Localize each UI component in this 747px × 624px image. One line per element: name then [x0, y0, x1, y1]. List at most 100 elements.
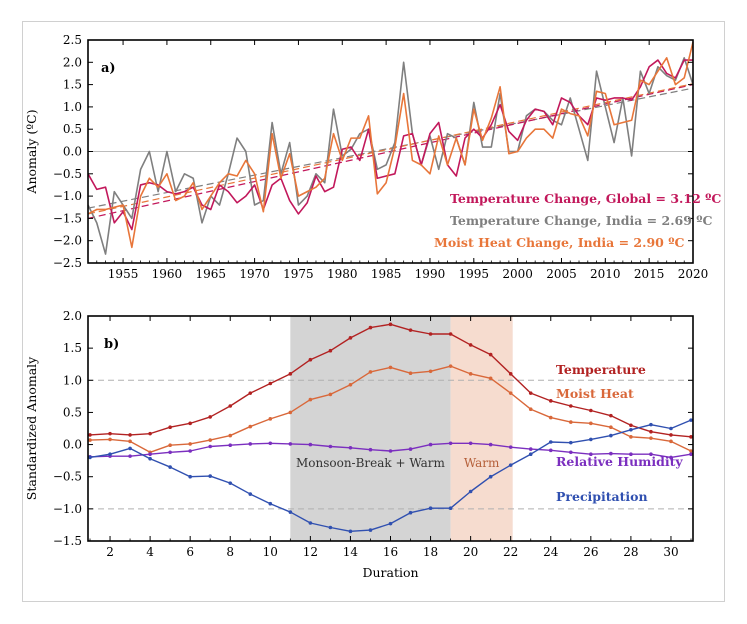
- data-point: [468, 372, 473, 376]
- data-point: [548, 448, 553, 453]
- x-tick-label: 26: [583, 545, 598, 559]
- x-tick-label: 2015: [634, 267, 665, 281]
- data-point: [568, 440, 573, 445]
- data-point: [609, 413, 613, 418]
- data-point: [88, 433, 92, 437]
- y-tick-label: 0.0: [63, 145, 82, 159]
- shaded-region: [290, 316, 451, 541]
- y-tick-label: 2.0: [63, 309, 82, 323]
- data-point: [288, 410, 293, 415]
- x-tick-label: 2: [106, 545, 114, 559]
- legend-entry: Moist Heat Change, India = 2.90 ºC: [434, 235, 684, 250]
- series-label: Precipitation: [556, 489, 648, 504]
- y-tick-label: −0.5: [53, 167, 82, 181]
- data-point: [669, 433, 673, 437]
- x-tick-label: 16: [383, 545, 398, 559]
- shaded-region-label: Monsoon-Break + Warm: [296, 456, 446, 470]
- data-point: [208, 444, 213, 449]
- data-point: [548, 399, 553, 403]
- data-point: [589, 452, 593, 457]
- data-point: [368, 528, 373, 532]
- data-point: [108, 437, 112, 442]
- data-point: [148, 456, 152, 461]
- trend-line: [87, 84, 694, 219]
- shaded-region: [450, 316, 513, 541]
- data-point: [288, 372, 293, 376]
- data-point: [308, 357, 313, 362]
- data-point: [228, 404, 233, 408]
- panel-a-chart: −2.5 −2.0 −1.5 −1.0 −0.5 0.0 0.5 1.0 1.5 2.0 2.5 19…: [24, 33, 721, 281]
- data-point: [128, 454, 132, 458]
- data-point: [188, 474, 192, 479]
- x-tick-label: 12: [303, 545, 318, 559]
- data-point: [488, 376, 493, 381]
- data-point: [128, 439, 132, 444]
- data-point: [669, 439, 673, 444]
- data-point: [388, 365, 393, 370]
- x-tick-label: 2005: [546, 267, 577, 281]
- data-point: [168, 425, 172, 430]
- data-point: [468, 343, 473, 347]
- data-point: [308, 397, 313, 402]
- data-point: [168, 465, 172, 469]
- data-point: [208, 415, 213, 419]
- data-point: [428, 332, 433, 336]
- data-point: [508, 445, 513, 449]
- data-point: [248, 442, 253, 446]
- x-tick-label: 6: [186, 545, 194, 559]
- data-point: [649, 422, 653, 427]
- x-tick-label: 30: [663, 545, 678, 559]
- x-tick-label: 8: [226, 545, 234, 559]
- data-point: [348, 445, 353, 450]
- data-point: [689, 452, 693, 457]
- legend-entry: Temperature Change, Global = 3.12 ºC: [450, 191, 721, 206]
- data-point: [689, 435, 693, 439]
- data-point: [388, 449, 393, 453]
- data-point: [589, 437, 593, 442]
- data-point: [208, 438, 213, 442]
- data-point: [228, 481, 233, 485]
- data-point: [629, 423, 633, 428]
- data-point: [589, 408, 593, 413]
- data-point: [548, 415, 553, 420]
- y-tick-label: −1.5: [53, 534, 82, 548]
- x-tick-label: 18: [423, 545, 438, 559]
- data-point: [148, 431, 152, 436]
- data-point: [288, 510, 293, 514]
- y-tick-label: −1.0: [53, 502, 82, 516]
- x-tick-label: 2020: [678, 267, 709, 281]
- data-point: [328, 444, 333, 449]
- x-tick-label: 10: [263, 545, 278, 559]
- y-tick-label: 0.0: [63, 438, 82, 452]
- y-tick-label: 1.0: [63, 373, 82, 387]
- data-point: [368, 447, 373, 452]
- data-point: [508, 372, 513, 376]
- series-label: Moist Heat: [556, 386, 634, 401]
- data-point: [268, 417, 273, 421]
- x-tick-label: 1990: [415, 267, 446, 281]
- x-tick-label: 22: [503, 545, 518, 559]
- data-point: [649, 429, 653, 434]
- data-point: [568, 404, 573, 408]
- data-point: [248, 424, 253, 429]
- data-point: [589, 421, 593, 426]
- data-point: [508, 463, 513, 467]
- data-point: [629, 452, 633, 457]
- data-point: [428, 506, 433, 511]
- data-point: [629, 427, 633, 432]
- data-point: [689, 449, 693, 453]
- data-point: [408, 371, 413, 376]
- data-point: [328, 392, 333, 397]
- data-point: [408, 328, 413, 332]
- data-point: [408, 447, 413, 451]
- x-tick-label: 28: [623, 545, 638, 559]
- data-point: [669, 455, 673, 460]
- data-point: [208, 474, 213, 478]
- y-tick-label: 1.0: [63, 100, 82, 114]
- data-point: [428, 369, 433, 374]
- data-point: [468, 489, 473, 494]
- data-point: [488, 352, 493, 357]
- x-tick-label: 1975: [283, 267, 314, 281]
- x-tick-label: 20: [463, 545, 478, 559]
